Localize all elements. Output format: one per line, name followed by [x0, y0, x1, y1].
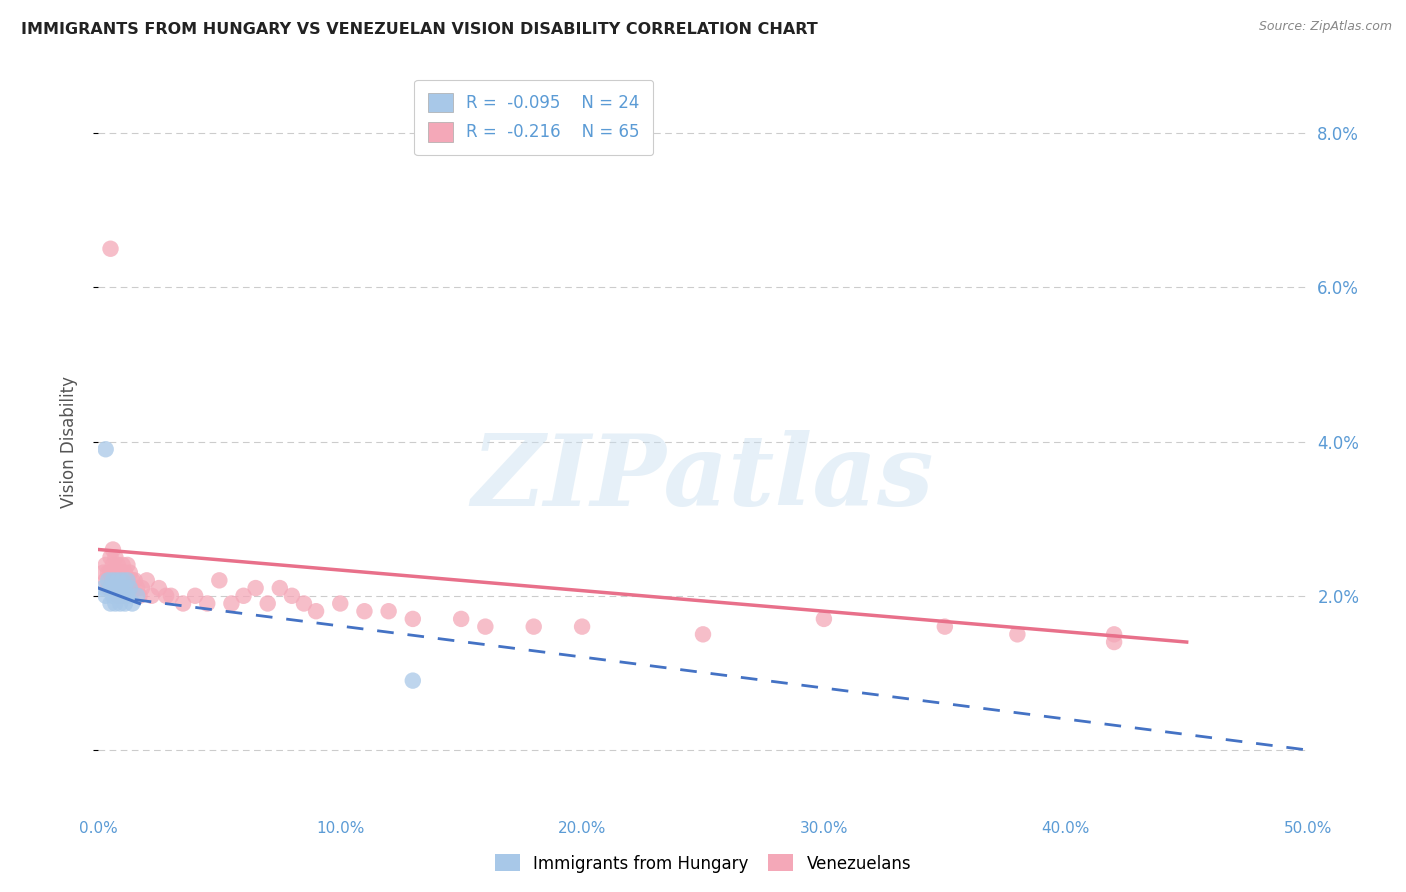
Point — [91, 581, 114, 595]
Point — [100, 597, 122, 611]
Point — [377, 604, 399, 618]
Point — [94, 442, 117, 457]
Point — [117, 574, 139, 588]
Point — [114, 566, 136, 580]
Point — [256, 597, 278, 611]
Point — [127, 581, 149, 595]
Point — [111, 558, 134, 572]
Point — [118, 581, 141, 595]
Point — [111, 589, 134, 603]
Point — [934, 620, 956, 634]
Point — [104, 581, 127, 595]
Point — [1102, 635, 1125, 649]
Point — [402, 673, 425, 688]
Point — [114, 581, 136, 595]
Point — [101, 589, 124, 603]
Point — [329, 597, 352, 611]
Point — [128, 589, 150, 603]
Point — [100, 550, 122, 565]
Point — [1102, 627, 1125, 641]
Point — [195, 597, 218, 611]
Text: ZIPatlas: ZIPatlas — [472, 430, 934, 527]
Point — [101, 558, 124, 572]
Point — [450, 612, 472, 626]
Point — [118, 581, 141, 595]
Point — [108, 581, 131, 595]
Point — [107, 558, 129, 572]
Point — [107, 589, 129, 603]
Point — [305, 604, 328, 618]
Point — [117, 558, 139, 572]
Point — [131, 581, 153, 595]
Point — [402, 612, 425, 626]
Point — [100, 242, 122, 256]
Point — [111, 589, 134, 603]
Text: Source: ZipAtlas.com: Source: ZipAtlas.com — [1258, 20, 1392, 33]
Point — [281, 589, 304, 603]
Point — [100, 581, 122, 595]
Point — [571, 620, 593, 634]
Legend: Immigrants from Hungary, Venezuelans: Immigrants from Hungary, Venezuelans — [488, 847, 918, 880]
Point — [101, 574, 124, 588]
Point — [160, 589, 183, 603]
Point — [135, 574, 157, 588]
Point — [100, 581, 122, 595]
Text: IMMIGRANTS FROM HUNGARY VS VENEZUELAN VISION DISABILITY CORRELATION CHART: IMMIGRANTS FROM HUNGARY VS VENEZUELAN VI… — [21, 22, 818, 37]
Point — [91, 566, 114, 580]
Point — [108, 581, 131, 595]
Point — [813, 612, 835, 626]
Point — [121, 574, 143, 588]
Point — [104, 566, 127, 580]
Point — [111, 574, 134, 588]
Point — [94, 589, 117, 603]
Point — [104, 550, 127, 565]
Point — [114, 581, 136, 595]
Point — [117, 574, 139, 588]
Point — [97, 566, 120, 580]
Point — [474, 620, 496, 634]
Point — [221, 597, 243, 611]
Point — [107, 574, 129, 588]
Point — [208, 574, 231, 588]
Point — [124, 574, 146, 588]
Point — [97, 581, 120, 595]
Point — [101, 574, 124, 588]
Point — [94, 558, 117, 572]
Point — [184, 589, 207, 603]
Point — [269, 581, 291, 595]
Point — [97, 574, 120, 588]
Point — [141, 589, 163, 603]
Point — [1007, 627, 1029, 641]
Point — [104, 581, 127, 595]
Point — [292, 597, 315, 611]
Point — [692, 627, 714, 641]
Point — [245, 581, 267, 595]
Legend: R =  -0.095    N = 24, R =  -0.216    N = 65: R = -0.095 N = 24, R = -0.216 N = 65 — [415, 79, 652, 155]
Point — [107, 589, 129, 603]
Point — [108, 566, 131, 580]
Point — [232, 589, 254, 603]
Y-axis label: Vision Disability: Vision Disability — [59, 376, 77, 508]
Point — [127, 589, 149, 603]
Point — [114, 597, 136, 611]
Point — [100, 566, 122, 580]
Point — [101, 542, 124, 557]
Point — [172, 597, 194, 611]
Point — [111, 574, 134, 588]
Point — [94, 574, 117, 588]
Point — [155, 589, 177, 603]
Point — [353, 604, 375, 618]
Point — [104, 597, 127, 611]
Point — [148, 581, 170, 595]
Point — [117, 589, 139, 603]
Point — [121, 597, 143, 611]
Point — [523, 620, 546, 634]
Point — [108, 597, 131, 611]
Point — [107, 574, 129, 588]
Point — [118, 566, 141, 580]
